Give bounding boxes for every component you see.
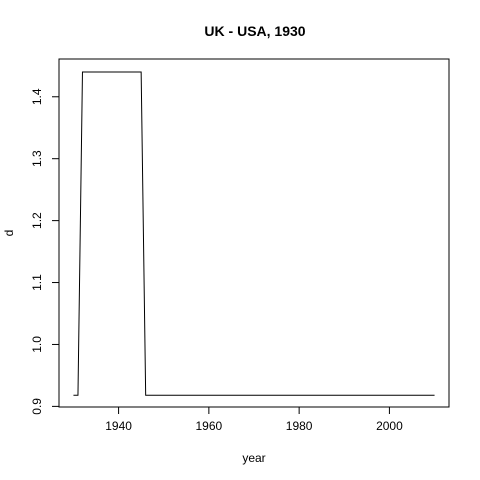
x-axis: 1940 1960 1980 2000 — [105, 406, 403, 433]
x-tick-label: 2000 — [376, 419, 403, 433]
y-tick-label: 1.0 — [30, 336, 44, 353]
series-line — [73, 71, 435, 396]
y-tick-label: 1.4 — [30, 88, 44, 105]
y-tick-label: 0.9 — [30, 398, 44, 415]
x-tick-label: 1940 — [105, 419, 132, 433]
plot-area-frame — [58, 58, 450, 408]
y-tick-label: 1.1 — [30, 274, 44, 291]
y-axis-label: d — [2, 230, 16, 237]
x-axis-label: year — [242, 451, 265, 465]
x-tick-label: 1980 — [286, 419, 313, 433]
y-axis: 0.9 1.0 1.1 1.2 1.3 1.4 — [30, 88, 60, 415]
y-tick-label: 1.3 — [30, 150, 44, 167]
chart-title: UK - USA, 1930 — [204, 23, 305, 39]
y-tick-label: 1.2 — [30, 212, 44, 229]
x-tick-label: 1960 — [196, 419, 223, 433]
